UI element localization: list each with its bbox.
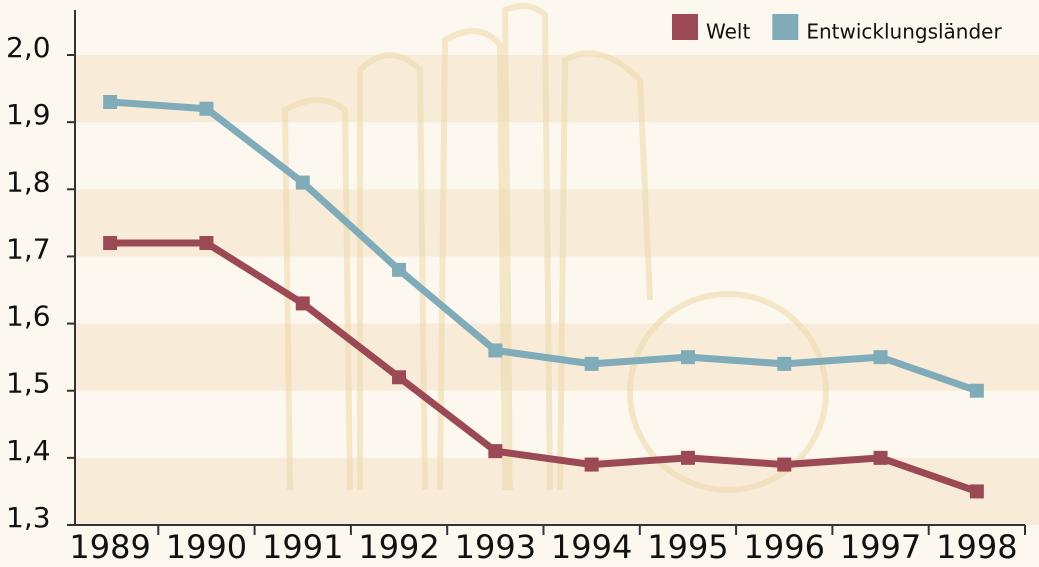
x-tick-label: 1997 [840, 528, 921, 566]
y-tick-label: 2,0 [6, 31, 51, 64]
x-tick-label: 1996 [744, 528, 825, 566]
data-point [295, 175, 310, 190]
data-point [392, 370, 407, 385]
x-tick-label: 1993 [455, 528, 536, 566]
x-tick-label: 1990 [166, 528, 247, 566]
data-point [199, 236, 214, 250]
y-tick-label: 1,3 [6, 501, 51, 534]
x-tick-label: 1995 [647, 528, 728, 566]
series-line [109, 98, 979, 395]
people-silhouette [281, 3, 653, 491]
data-point [488, 444, 503, 459]
series-line [110, 239, 979, 495]
x-tick-label: 1991 [262, 528, 343, 566]
legend-label: Entwicklungsländer [806, 20, 1002, 44]
data-point [873, 450, 888, 465]
y-tick-label: 1,5 [6, 367, 51, 400]
data-point [295, 296, 310, 311]
data-point [680, 450, 695, 465]
data-point [103, 95, 118, 109]
data-point [777, 356, 792, 371]
y-tick-label: 1,6 [6, 300, 51, 333]
data-point [777, 457, 792, 472]
x-tick-label: 1992 [358, 528, 439, 566]
data-point [584, 457, 599, 472]
data-point [392, 262, 407, 277]
y-tick-label: 1,9 [6, 98, 51, 131]
x-tick-label: 1998 [936, 528, 1017, 566]
data-point [584, 356, 599, 371]
y-tick-label: 1,4 [6, 434, 51, 467]
legend-swatch [672, 14, 698, 40]
y-tick-label: 1,7 [6, 232, 51, 265]
stripe [75, 189, 1039, 257]
data-point [199, 101, 214, 116]
decoration [281, 3, 829, 493]
y-tick-label: 1,8 [6, 165, 51, 198]
data-point [873, 350, 888, 365]
x-tick-label: 1989 [69, 528, 150, 566]
legend-swatch [772, 14, 799, 40]
data-point [969, 484, 984, 499]
data-point [103, 236, 118, 250]
x-tick-label: 1994 [551, 528, 632, 566]
data-point [488, 343, 503, 358]
stripe [75, 457, 1039, 525]
data-point [680, 350, 695, 365]
data-point [969, 383, 984, 398]
stripe [75, 55, 1039, 123]
legend-label: Welt [706, 20, 750, 44]
